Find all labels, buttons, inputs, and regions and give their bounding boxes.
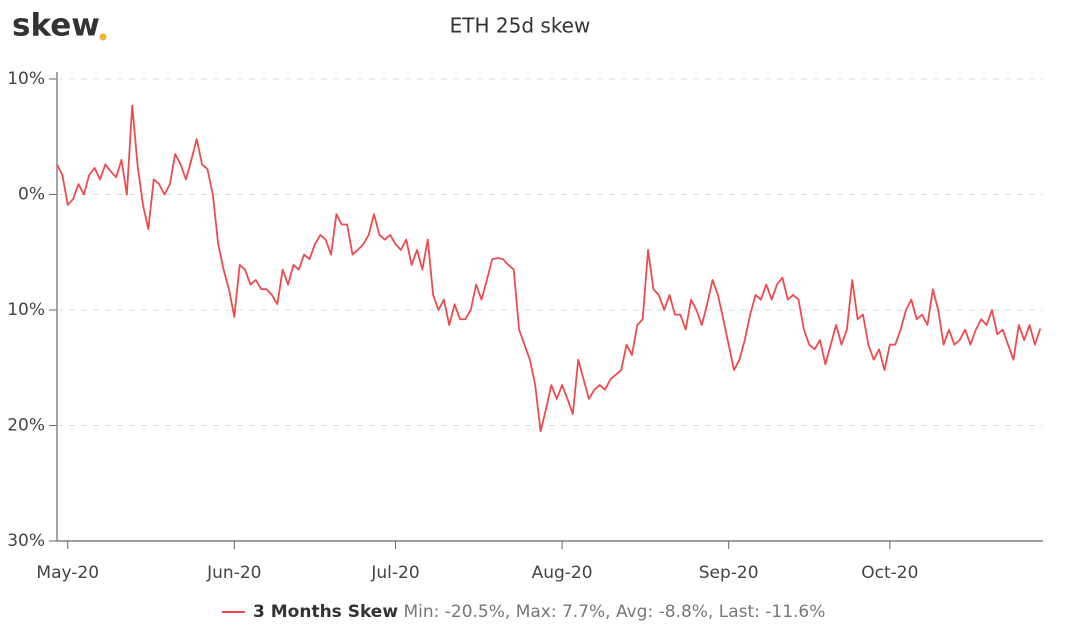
logo: skew	[12, 8, 100, 44]
x-tick-label: Oct-20	[861, 563, 918, 583]
y-tick-label: 10%	[7, 300, 45, 320]
y-tick-label: 30%	[7, 531, 45, 551]
x-tick-label: Jun-20	[206, 563, 261, 583]
logo-dot	[99, 33, 107, 41]
y-tick-label: 0%	[18, 185, 45, 205]
x-tick-label: Aug-20	[532, 563, 593, 583]
x-tick-label: May-20	[36, 563, 99, 583]
x-tick-label: Sep-20	[699, 563, 759, 583]
x-tick-label: Jul-20	[370, 563, 419, 583]
y-tick-label: 10%	[7, 69, 45, 89]
chart-title: ETH 25d skew	[450, 14, 591, 38]
legend-stats: Min: -20.5%, Max: 7.7%, Avg: -8.8%, Last…	[403, 602, 825, 622]
legend: 3 Months Skew Min: -20.5%, Max: 7.7%, Av…	[253, 602, 825, 622]
series-line	[56, 104, 1042, 433]
y-tick-label: 20%	[7, 416, 45, 436]
legend-label: 3 Months Skew	[253, 602, 398, 622]
